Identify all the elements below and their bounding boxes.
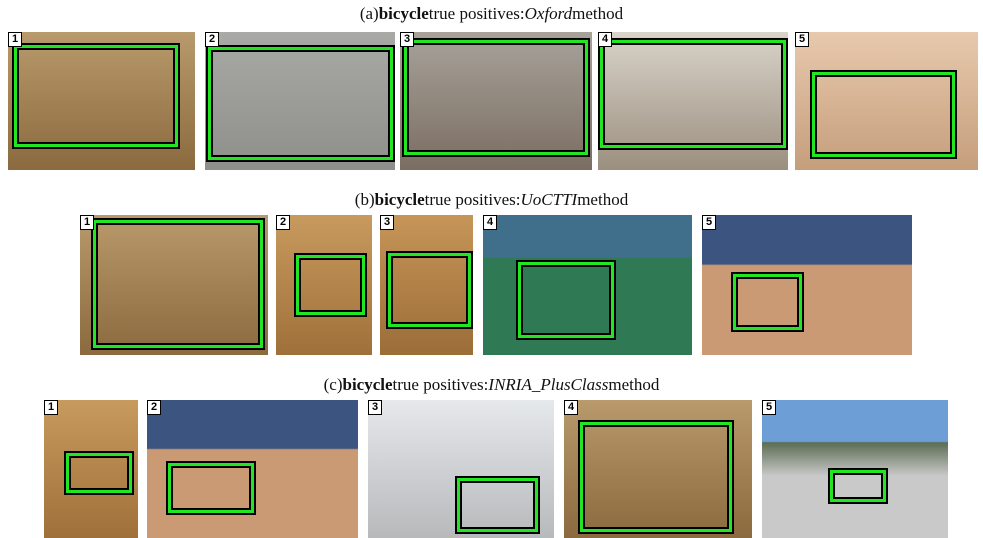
- image-number: 2: [147, 400, 162, 415]
- detection-box: [296, 255, 365, 315]
- image-number: 1: [44, 400, 59, 415]
- caption-object: bicycle: [374, 190, 425, 209]
- caption-suffix: method: [608, 375, 660, 394]
- image-number: 1: [80, 215, 95, 230]
- image-number: 4: [564, 400, 579, 415]
- detection-box: [14, 45, 178, 147]
- image-number: 5: [762, 400, 777, 415]
- photo: 4: [483, 215, 692, 355]
- photo: 3: [368, 400, 554, 538]
- caption-text: true positives:: [392, 375, 489, 394]
- photo: 2: [276, 215, 372, 355]
- image-number: 5: [795, 32, 810, 47]
- caption-method: INRIA_PlusClass: [488, 375, 609, 394]
- detection-box: [66, 453, 132, 493]
- image-number: 1: [8, 32, 23, 47]
- photo: 3: [400, 32, 592, 170]
- detection-box: [812, 72, 955, 157]
- caption: (c)bicycletrue positives:INRIA_PlusClass…: [0, 375, 983, 395]
- caption-suffix: method: [572, 4, 624, 23]
- detection-box: [733, 274, 802, 330]
- detection-box: [580, 422, 732, 532]
- photo: 4: [598, 32, 788, 170]
- detection-box: [830, 470, 886, 502]
- detection-box: [518, 262, 614, 338]
- photo: 5: [762, 400, 948, 538]
- photo: 1: [8, 32, 195, 170]
- caption: (b)bicycletrue positives:UoCTTImethod: [0, 190, 983, 210]
- caption: (a)bicycletrue positives:Oxfordmethod: [0, 4, 983, 24]
- image-number: 2: [205, 32, 220, 47]
- caption-method: Oxford: [524, 4, 573, 23]
- image-number: 3: [400, 32, 415, 47]
- detection-box: [388, 253, 471, 327]
- caption-object: bicycle: [342, 375, 393, 394]
- photo: 1: [80, 215, 268, 355]
- caption-prefix: (b): [354, 190, 375, 209]
- caption-suffix: method: [577, 190, 629, 209]
- photo: 5: [795, 32, 978, 170]
- photo: 3: [380, 215, 473, 355]
- photo: 1: [44, 400, 138, 538]
- photo: 2: [147, 400, 358, 538]
- caption-object: bicycle: [378, 4, 429, 23]
- image-number: 2: [276, 215, 291, 230]
- image-number: 5: [702, 215, 717, 230]
- detection-box: [208, 47, 393, 160]
- photo: 5: [702, 215, 912, 355]
- caption-method: UoCTTI: [520, 190, 578, 209]
- image-number: 3: [368, 400, 383, 415]
- detection-box: [404, 40, 588, 155]
- caption-text: true positives:: [428, 4, 525, 23]
- photo: 4: [564, 400, 752, 538]
- detection-box: [93, 220, 263, 348]
- image-number: 4: [598, 32, 613, 47]
- detection-box: [600, 40, 786, 148]
- caption-prefix: (c): [323, 375, 343, 394]
- photo: 2: [205, 32, 395, 170]
- detection-box: [168, 463, 254, 513]
- caption-text: true positives:: [424, 190, 521, 209]
- image-number: 4: [483, 215, 498, 230]
- image-number: 3: [380, 215, 395, 230]
- detection-box: [457, 478, 538, 532]
- caption-prefix: (a): [359, 4, 379, 23]
